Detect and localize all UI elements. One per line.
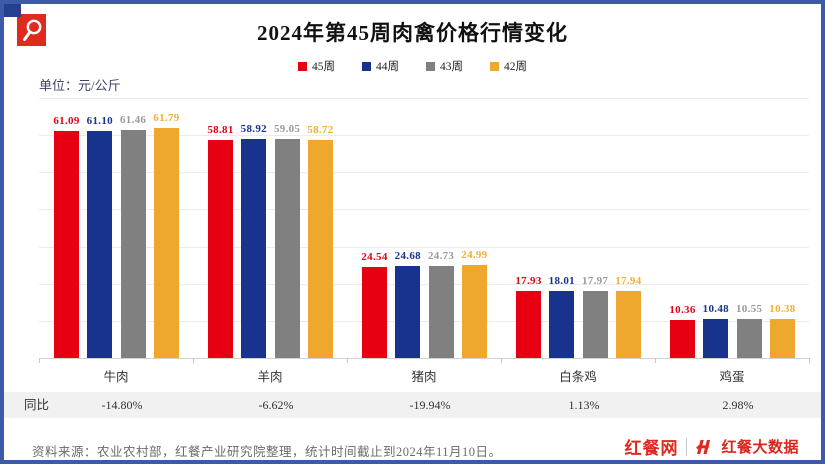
bar-value-label: 58.72 [307, 123, 334, 136]
yoy-value: -6.62% [258, 398, 294, 412]
legend-item: 42周 [490, 58, 527, 74]
x-axis-line [39, 358, 809, 359]
bar [549, 291, 575, 358]
category-label: 猪肉 [411, 370, 437, 384]
legend-swatch [362, 61, 371, 71]
legend-item: 45周 [298, 58, 335, 74]
bar-value-label: 24.73 [427, 250, 455, 263]
x-axis-tick [655, 358, 656, 363]
magnifier-glyph [23, 19, 42, 41]
bar-value-label: 58.92 [240, 123, 267, 136]
legend-item: 44周 [362, 58, 399, 74]
bar-value-label: 61.79 [153, 112, 180, 125]
bar-value-label: 18.01 [548, 275, 575, 288]
unit-label: 单位：元/公斤 [39, 78, 121, 93]
x-axis-tick [347, 358, 348, 363]
corner-decoration [4, 4, 21, 17]
bar-value-label: 61.46 [119, 113, 147, 126]
x-axis-tick [501, 358, 502, 363]
footer-brands: 红餐网 红餐大数据 [624, 434, 799, 459]
bar [362, 266, 387, 358]
category-label: 牛肉 [103, 370, 129, 384]
bar-value-label: 24.54 [361, 250, 388, 263]
gridline [39, 135, 809, 137]
x-axis-tick [809, 358, 810, 363]
bar [54, 131, 79, 358]
bar [307, 139, 333, 358]
bar [120, 129, 146, 358]
bar [87, 131, 113, 358]
bar-value-label: 10.48 [702, 303, 729, 316]
bar-value-label: 59.05 [273, 122, 301, 135]
source-note: 资料来源：农业农村部，红餐产业研究院整理，统计时间截止到2024年11月10日。 [32, 445, 502, 459]
brand-hongcanwang: 红餐网 [624, 439, 679, 458]
x-axis-tick [193, 358, 194, 363]
gridline [39, 97, 809, 99]
bar-value-label: 10.38 [769, 303, 796, 316]
bar [769, 319, 795, 358]
yoy-value: 2.98% [722, 398, 754, 412]
bar-value-label: 61.10 [86, 115, 113, 127]
brand-h-logo-icon [696, 439, 711, 454]
bar [582, 291, 608, 358]
category-label: 鸡蛋 [719, 370, 745, 384]
legend-label: 45周 [312, 61, 335, 73]
bar [241, 139, 267, 358]
gridline [39, 209, 809, 211]
gridline [39, 320, 809, 322]
bar-value-label: 10.55 [735, 302, 763, 315]
bar-value-label: 17.94 [615, 275, 642, 288]
yoy-value: 1.13% [568, 398, 600, 412]
bar [395, 266, 421, 358]
gridline [39, 283, 809, 285]
bar-value-label: 24.68 [394, 250, 421, 263]
bar-value-label: 10.36 [669, 303, 696, 316]
bar-value-label: 24.99 [461, 249, 488, 262]
bar-value-label: 58.81 [207, 123, 234, 136]
x-axis-tick [39, 358, 40, 363]
yoy-row-label: 同比 [24, 398, 50, 412]
bar [615, 291, 641, 358]
bar [670, 319, 695, 358]
legend-label: 42周 [504, 61, 527, 73]
bar-chart: 61.09 58.81 24.54 17.93 10.36 61.10 58.92 24.68… [4, 4, 821, 460]
legend-label: 43周 [440, 61, 463, 73]
page-title: 2024年第45周肉禽价格行情变化 [257, 21, 568, 45]
legend-swatch [426, 61, 435, 71]
legend-swatch [490, 61, 499, 71]
category-label: 羊肉 [257, 370, 283, 384]
gridline [39, 172, 809, 174]
yoy-row: 同比 -14.80% -6.62% -19.94% 1.13% 2.98% [4, 392, 821, 418]
bar-value-label: 61.09 [53, 115, 80, 127]
brand-separator [686, 437, 688, 456]
legend-item: 43周 [426, 58, 463, 74]
legend-label: 44周 [376, 61, 399, 73]
bar [516, 291, 541, 358]
category-label: 白条鸡 [559, 370, 597, 384]
bar [428, 266, 454, 358]
bar [208, 139, 233, 358]
magnifier-icon [17, 14, 46, 46]
chart-legend: 45周 44周 43周 42周 [4, 58, 821, 74]
bar [461, 265, 487, 358]
brand-hongcan-bigdata: 红餐大数据 [721, 440, 799, 456]
bar [274, 138, 300, 358]
bar [703, 319, 729, 358]
bar [153, 128, 179, 358]
bar-value-label: 17.97 [581, 275, 609, 288]
yoy-value: -19.94% [409, 398, 451, 412]
legend-swatch [298, 61, 307, 71]
bar [736, 318, 762, 358]
gridline [39, 246, 809, 248]
bar-value-label: 17.93 [515, 275, 542, 288]
yoy-value: -14.80% [101, 398, 143, 412]
